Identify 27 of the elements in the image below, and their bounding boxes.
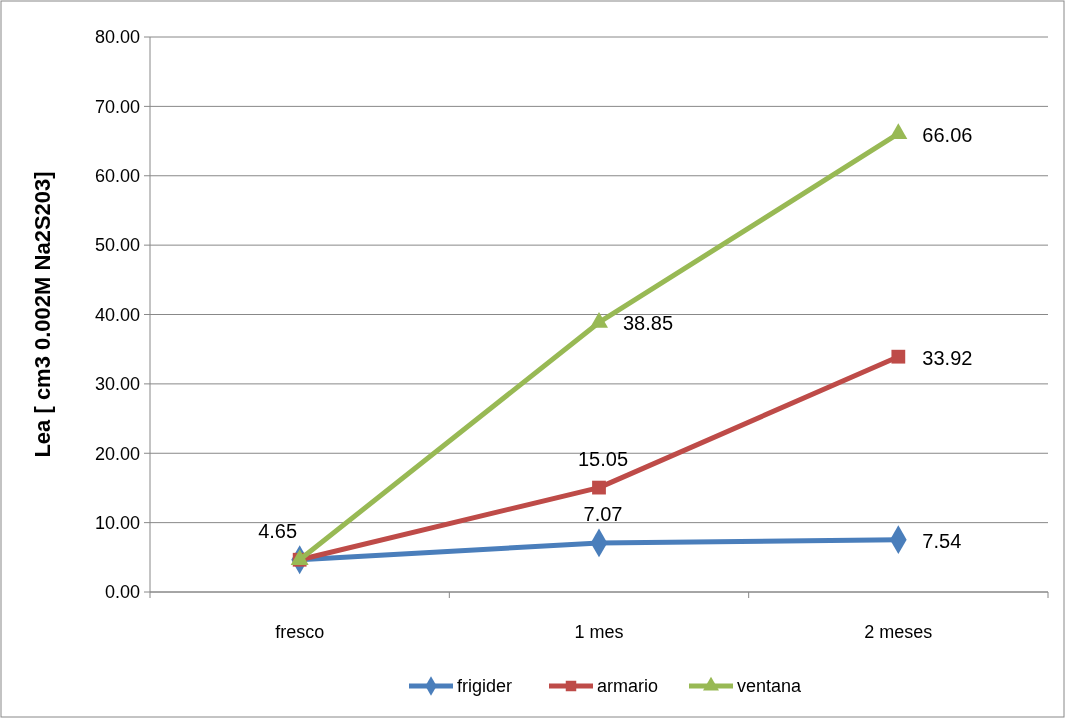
point xyxy=(592,480,606,495)
data-label: 66.06 xyxy=(922,123,973,146)
y-tick-label: 80.00 xyxy=(94,27,140,48)
data-label: 33.92 xyxy=(922,346,973,369)
y-tick-label: 60.00 xyxy=(94,166,140,187)
y-tick-label: 0.00 xyxy=(104,582,140,603)
y-tick-label: 30.00 xyxy=(94,374,140,395)
data-label: 4.65 xyxy=(258,519,298,542)
legend-label: frigider xyxy=(457,676,513,697)
x-tick-label: fresco xyxy=(275,622,325,642)
legend-label: armario xyxy=(597,676,659,697)
y-tick-label: 20.00 xyxy=(94,443,140,464)
data-label: 7.07 xyxy=(583,502,623,525)
point xyxy=(891,349,906,364)
data-label: 15.05 xyxy=(577,447,629,470)
y-axis-title: Lea [ cm3 0.002M Na2S203] xyxy=(30,171,55,458)
data-label: 38.85 xyxy=(623,312,674,335)
y-tick-label: 70.00 xyxy=(94,96,140,117)
y-tick-label: 40.00 xyxy=(94,304,140,325)
point xyxy=(590,312,608,328)
data-label: 7.54 xyxy=(922,529,962,552)
point xyxy=(889,123,908,139)
y-tick-label: 10.00 xyxy=(94,512,140,533)
legend-label: ventana xyxy=(737,676,803,697)
y-tick-label: 50.00 xyxy=(94,235,140,256)
x-tick-label: 1 mes xyxy=(574,622,624,642)
x-tick-label: 2 meses xyxy=(864,622,933,642)
